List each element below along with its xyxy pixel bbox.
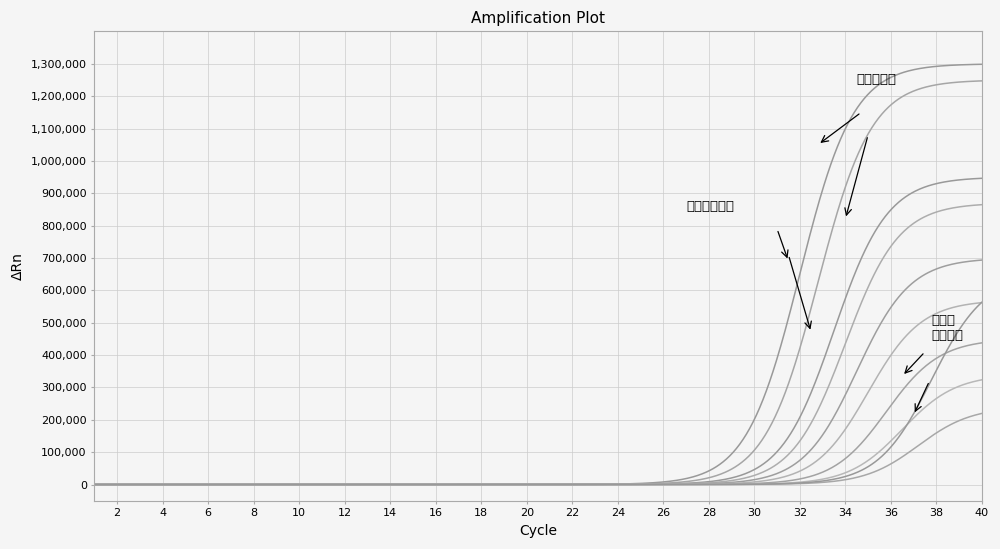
Y-axis label: ΔRn: ΔRn [11, 252, 25, 280]
Title: Amplification Plot: Amplification Plot [471, 11, 605, 26]
X-axis label: Cycle: Cycle [519, 524, 557, 538]
Text: 金黄色
葡萄球菌: 金黄色 葡萄球菌 [932, 314, 964, 342]
Text: 流感嗜血杆菌: 流感嗜血杆菌 [686, 200, 734, 212]
Text: 肺炎链球菌: 肺炎链球菌 [857, 74, 897, 86]
